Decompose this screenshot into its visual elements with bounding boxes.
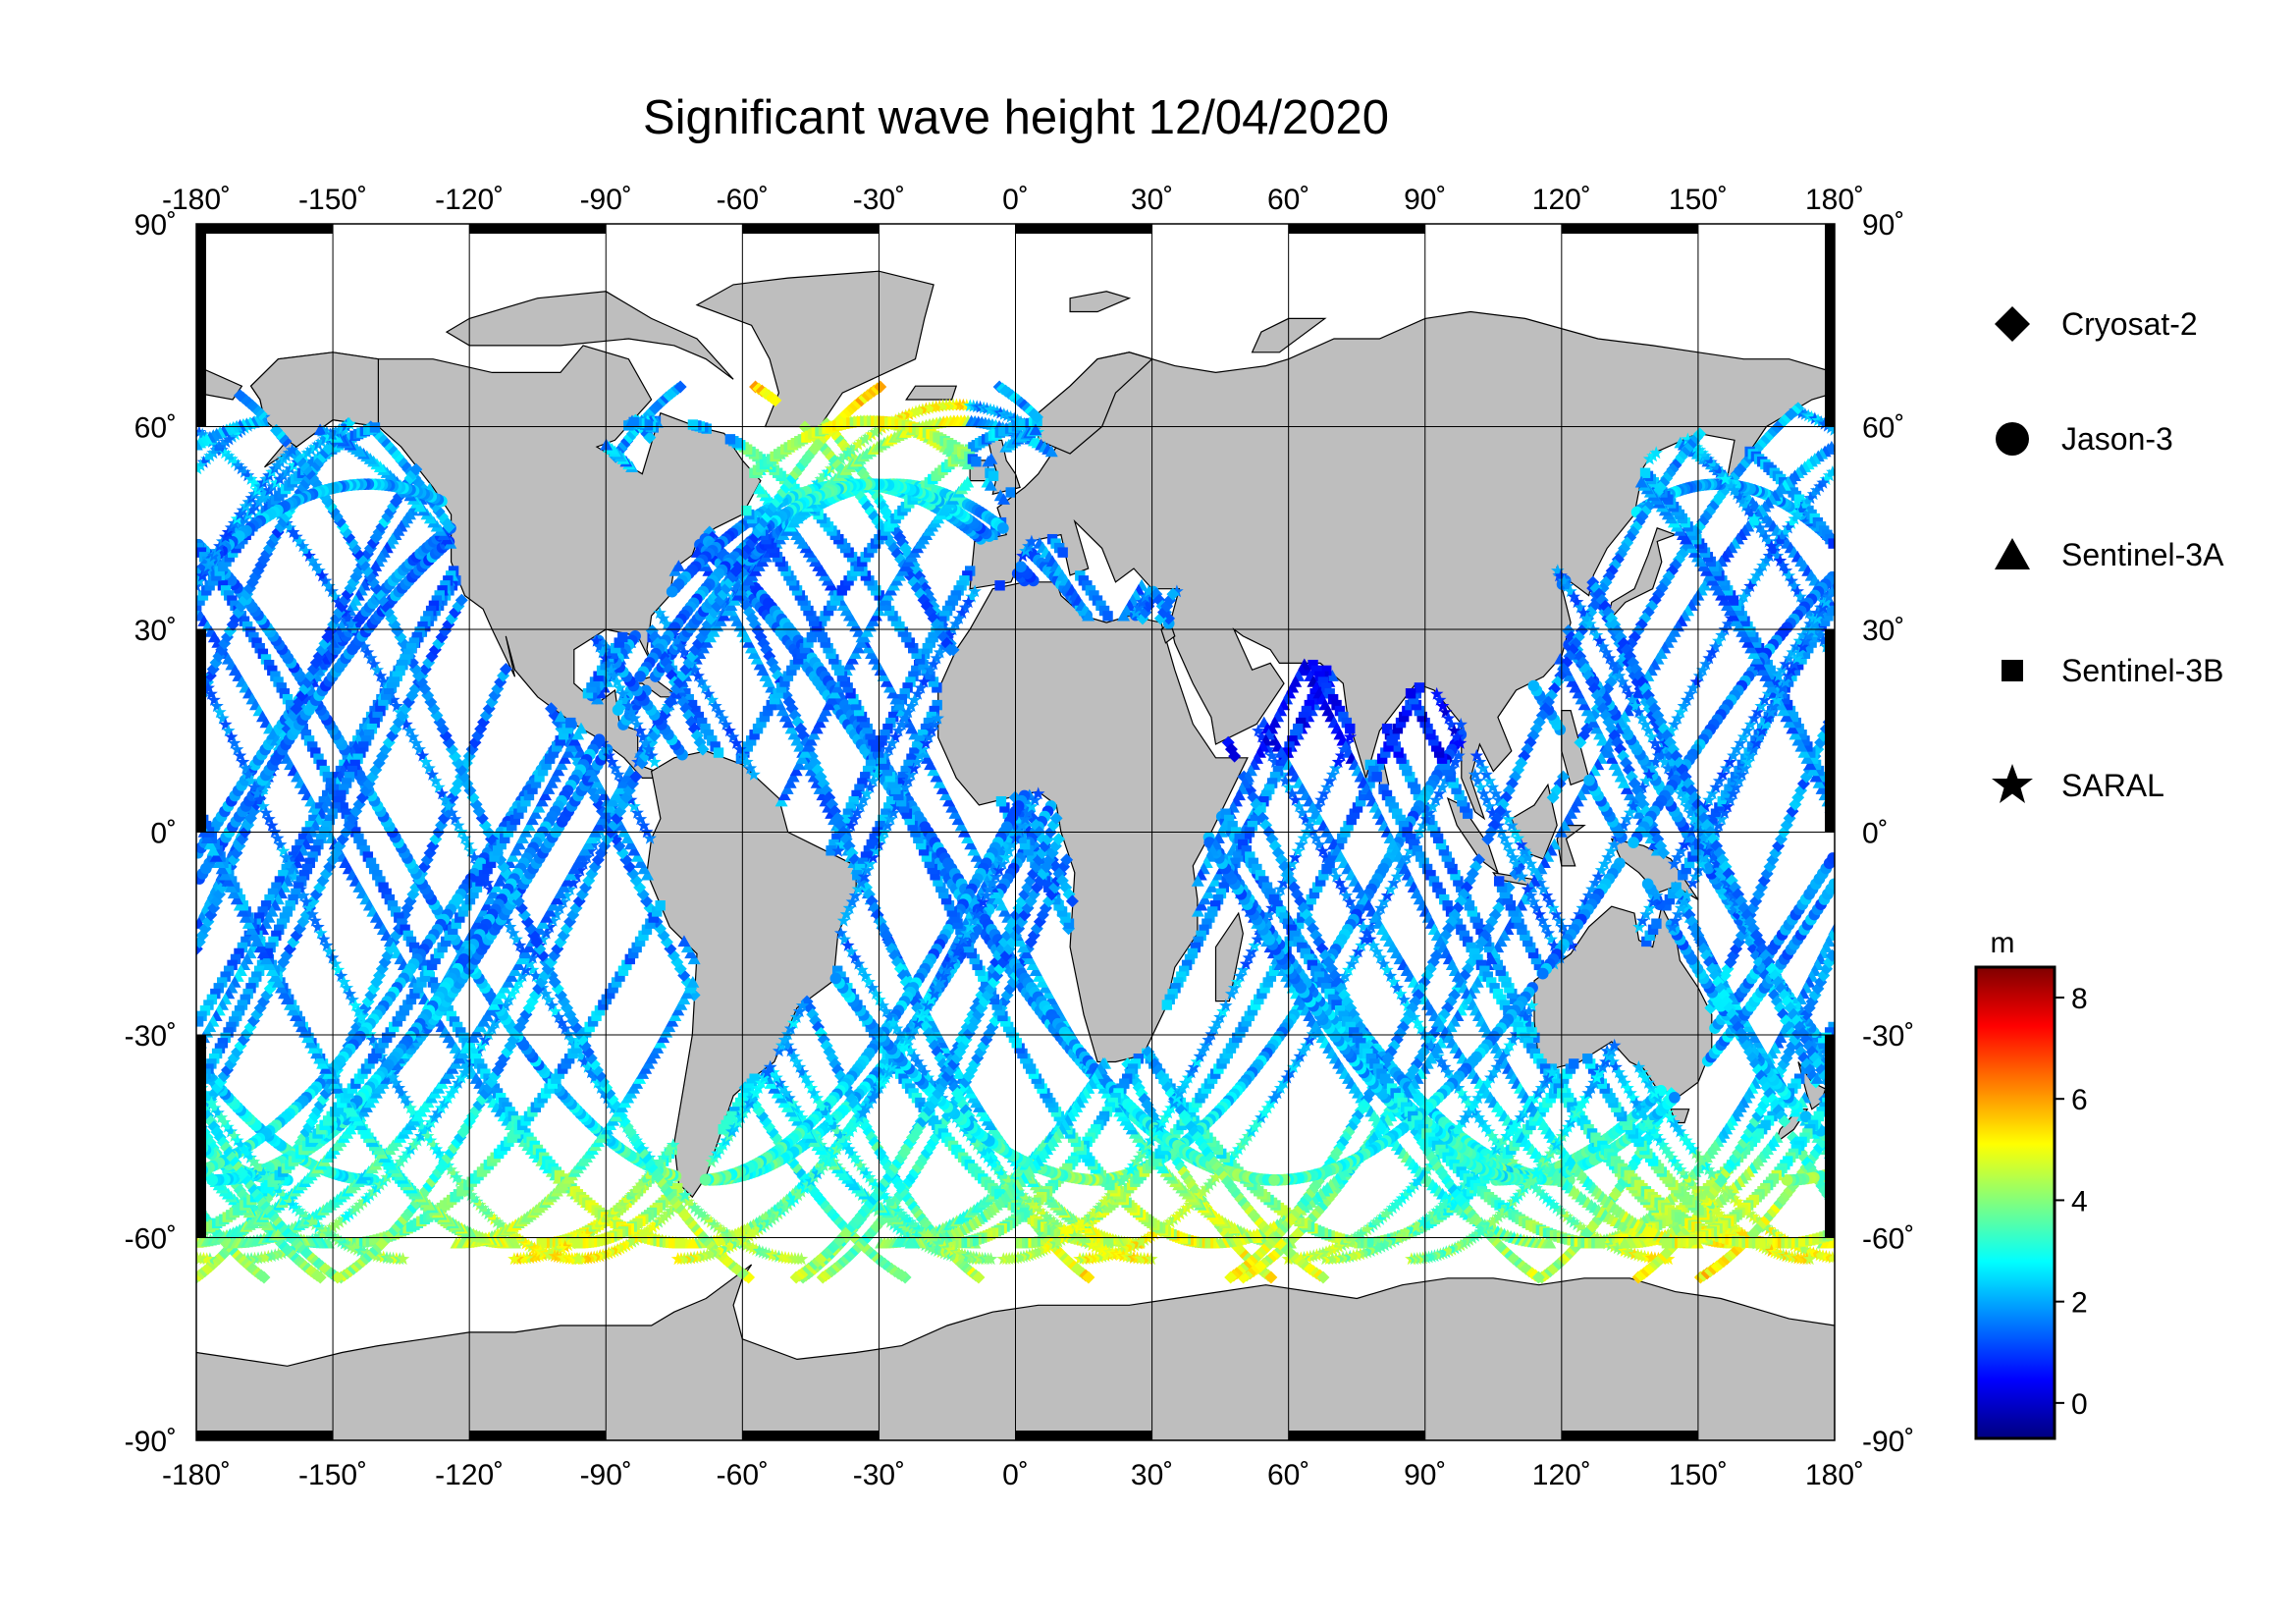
lat-tick-label-right: -90˚ (1862, 1426, 1914, 1458)
track-segment (196, 380, 1835, 1284)
map-frame-ticks (196, 224, 1835, 1440)
circle-icon (1996, 422, 2029, 456)
lon-tick-label-top: -150˚ (298, 184, 367, 216)
track-segment (450, 423, 1704, 1249)
lat-tick-label-left: 0˚ (150, 818, 177, 850)
legend-label: SARAL (2061, 767, 2164, 803)
lon-tick-label-top: -90˚ (580, 184, 632, 216)
lat-labels-right: 90˚ 60˚ 30˚ 0˚ -30˚ -60˚ -90˚ (1862, 209, 1914, 1458)
lat-tick-label-right: -60˚ (1862, 1223, 1914, 1256)
lon-tick-label-bottom: -150˚ (298, 1459, 367, 1491)
legend-item: Jason-3 (1983, 409, 2173, 468)
lon-tick-label-bottom: 30˚ (1131, 1459, 1173, 1491)
lat-tick-label-right: -30˚ (1862, 1020, 1914, 1053)
lat-tick-label-left: 30˚ (134, 615, 177, 647)
lon-labels-bottom: -180˚ -150˚ -120˚ -90˚ -60˚ -30˚ 0˚ 30˚ 60˚ 90˚ 12… (162, 1459, 1864, 1491)
colorbar-tick-label: 4 (2071, 1185, 2088, 1217)
land-chukotka (196, 364, 243, 401)
lon-tick-label-bottom: -30˚ (853, 1459, 905, 1491)
legend-label: Cryosat-2 (2061, 305, 2198, 342)
land-north-america (249, 345, 762, 780)
lon-tick-label-top: 180˚ (1805, 184, 1864, 216)
land-greenland (695, 270, 934, 428)
colorbar-ticks: 8 6 4 2 0 (2055, 983, 2088, 1421)
satellite-tracks (196, 380, 1835, 1284)
lat-tick-label-right: 30˚ (1862, 615, 1904, 647)
lon-tick-label-top: 150˚ (1669, 184, 1728, 216)
lat-tick-label-left: 60˚ (134, 412, 177, 445)
lon-tick-label-top: -120˚ (435, 184, 504, 216)
legend-item: SARAL (1983, 756, 2164, 815)
chart-title: Significant wave height 12/04/2020 (642, 91, 1390, 144)
lon-tick-label-bottom: -90˚ (580, 1459, 632, 1491)
lat-tick-label-right: 60˚ (1862, 412, 1904, 445)
lon-tick-label-bottom: 120˚ (1532, 1459, 1591, 1491)
track-segment (334, 380, 1545, 1284)
land-iceland (905, 385, 958, 401)
legend-item: Cryosat-2 (1983, 295, 2198, 353)
lat-tick-label-left: -60˚ (125, 1223, 177, 1256)
colorbar-tick-label: 2 (2071, 1287, 2088, 1320)
lon-tick-label-top: 0˚ (1002, 184, 1029, 216)
lon-tick-label-bottom: -120˚ (435, 1459, 504, 1491)
track-segment (196, 575, 1835, 1284)
lon-labels-top: -180˚ -150˚ -120˚ -90˚ -60˚ -30˚ 0˚ 30˚ 60˚ 90˚ 12… (162, 184, 1864, 216)
lat-tick-label-left: -30˚ (125, 1020, 177, 1053)
lon-tick-label-top: -60˚ (717, 184, 769, 216)
land-svalbard (1069, 291, 1132, 313)
colorbar-tick-label: 0 (2071, 1388, 2088, 1421)
colorbar-tick-label: 6 (2071, 1084, 2088, 1116)
track-segment (196, 443, 1835, 1266)
triangle-icon (1995, 538, 2030, 569)
lon-tick-label-top: -180˚ (162, 184, 231, 216)
map-area (195, 223, 1836, 1441)
lat-tick-label-left: 90˚ (134, 209, 177, 242)
star-icon (1992, 764, 2033, 803)
land-madagascar (1214, 911, 1244, 1002)
map-grid (196, 224, 1835, 1440)
track-segment (196, 415, 1835, 1249)
track-segment (569, 534, 1817, 1266)
lon-tick-label-top: 90˚ (1404, 184, 1446, 216)
legend-label: Sentinel-3B (2061, 652, 2224, 688)
lon-tick-label-bottom: 0˚ (1002, 1459, 1029, 1491)
track-segment (196, 475, 1835, 1249)
lat-tick-label-right: 0˚ (1862, 818, 1889, 850)
lon-tick-label-bottom: 60˚ (1267, 1459, 1309, 1491)
legend-label: Sentinel-3A (2061, 536, 2224, 572)
legend-item: Sentinel-3A (1983, 525, 2223, 584)
colorbar-gradient (1974, 965, 2056, 1440)
lat-labels-left: 90˚ 60˚ 30˚ 0˚ -30˚ -60˚ -90˚ (125, 209, 177, 1458)
lon-tick-label-top: 60˚ (1267, 184, 1309, 216)
colorbar: m 8 6 4 2 0 (1974, 927, 2088, 1440)
colorbar-unit: m (1991, 927, 2015, 959)
lon-tick-label-top: -30˚ (853, 184, 905, 216)
land-scandinavia-fill (1038, 352, 1153, 455)
legend-label: Jason-3 (2061, 420, 2173, 457)
lon-tick-label-bottom: 90˚ (1404, 1459, 1446, 1491)
lon-tick-label-top: 120˚ (1532, 184, 1591, 216)
lon-tick-label-top: 30˚ (1131, 184, 1173, 216)
legend-item: Sentinel-3B (1983, 641, 2223, 700)
square-icon (2002, 660, 2023, 681)
diamond-icon (1995, 306, 2030, 342)
lon-tick-label-bottom: 150˚ (1669, 1459, 1728, 1491)
lon-tick-label-bottom: -60˚ (717, 1459, 769, 1491)
lon-tick-label-bottom: -180˚ (162, 1459, 231, 1491)
lat-tick-label-left: -90˚ (125, 1426, 177, 1458)
lat-tick-label-right: 90˚ (1862, 209, 1904, 242)
colorbar-tick-label: 8 (2071, 983, 2088, 1015)
lon-tick-label-bottom: 180˚ (1805, 1459, 1864, 1491)
